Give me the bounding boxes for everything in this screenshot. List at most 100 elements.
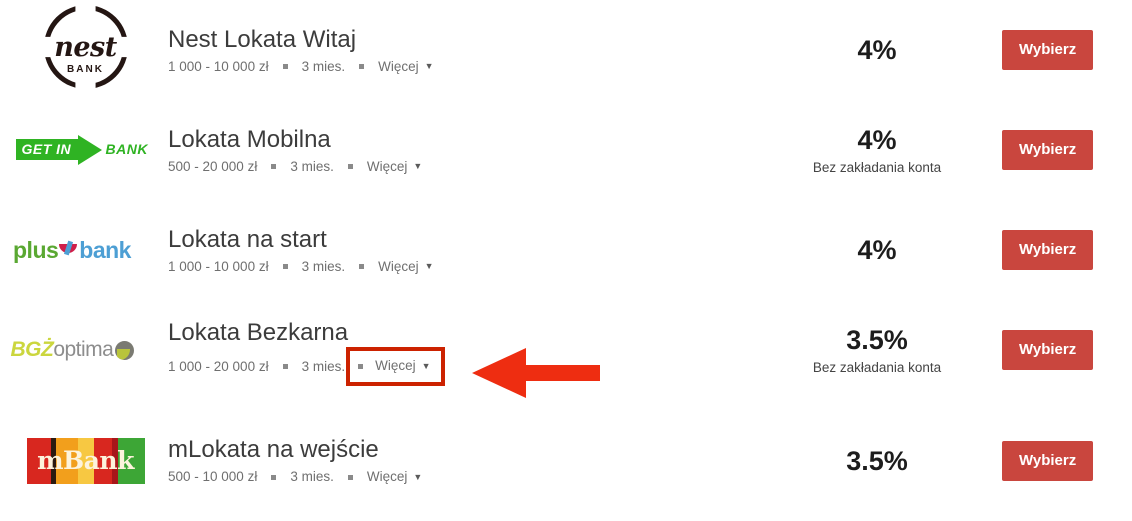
chevron-down-icon: ▼ xyxy=(424,61,434,71)
bgz-logo-word: BGŻ xyxy=(10,338,54,361)
offer-amount-range: 500 - 10 000 zł xyxy=(168,469,258,484)
mbank-stripe xyxy=(117,437,145,484)
offer-period: 3 mies. xyxy=(301,258,346,274)
more-link-label: Więcej xyxy=(366,469,408,484)
choose-button[interactable]: Wybierz xyxy=(1002,330,1094,370)
table-row: nest BANK Nest Lokata Witaj 1 000 - 10 0… xyxy=(0,0,1132,100)
offer-period: 3 mies. xyxy=(290,158,334,174)
offer-meta: 500 - 20 000 zł 3 mies. Więcej ▼ xyxy=(168,158,752,176)
offer-name: Nest Lokata Witaj xyxy=(168,25,357,53)
more-link[interactable]: Więcej ▼ xyxy=(367,158,422,176)
offer-info-cell: Lokata Mobilna 500 - 20 000 zł 3 mies. W… xyxy=(165,125,752,176)
more-link-highlighted[interactable]: Więcej ▼ xyxy=(346,347,445,386)
meta-separator-icon xyxy=(282,364,288,369)
bgz-leaf-icon xyxy=(115,340,135,360)
getin-arrow-head-icon xyxy=(77,135,102,165)
choose-button[interactable]: Wybierz xyxy=(1002,30,1094,70)
offer-name: Lokata na start xyxy=(168,225,327,253)
offer-meta: 1 000 - 20 000 zł 3 mies. Więcej ▼ xyxy=(168,347,752,386)
bank-logo-cell: nest BANK xyxy=(0,0,165,100)
more-link[interactable]: Więcej ▼ xyxy=(367,468,422,486)
more-link[interactable]: Więcej ▼ xyxy=(375,357,430,375)
offer-name: Lokata Bezkarna xyxy=(168,319,349,346)
offer-amount-range: 1 000 - 20 000 zł xyxy=(168,358,269,374)
choose-button[interactable]: Wybierz xyxy=(1002,230,1094,270)
chevron-down-icon: ▼ xyxy=(421,360,431,371)
offer-amount-range: 1 000 - 10 000 zł xyxy=(168,258,269,274)
mbank-logo-word: mBank xyxy=(37,446,134,475)
more-link-label: Więcej xyxy=(378,58,419,74)
table-row: GET IN BANK Lokata Mobilna 500 - 20 000 … xyxy=(0,100,1132,200)
meta-separator-icon xyxy=(359,64,365,69)
getin-arrow-icon xyxy=(15,139,82,160)
action-cell: Wybierz xyxy=(1002,330,1132,370)
getin-logo-word: GET IN xyxy=(21,141,72,157)
offer-info-cell: mLokata na wejście 500 - 10 000 zł 3 mie… xyxy=(165,435,752,486)
mbank-stripe xyxy=(93,437,112,484)
nest-bank-logo: nest BANK xyxy=(38,4,134,96)
interest-rate: 4% xyxy=(857,235,897,265)
rate-cell: 3.5% xyxy=(752,445,1002,477)
more-link-label: Więcej xyxy=(378,258,419,274)
meta-separator-icon xyxy=(271,474,277,480)
meta-separator-icon xyxy=(347,474,353,480)
plusbank-logo-sub: bank xyxy=(79,236,131,263)
offer-info-cell: Lokata na start 1 000 - 10 000 zł 3 mies… xyxy=(165,225,752,276)
choose-button[interactable]: Wybierz xyxy=(1002,440,1094,481)
mbank-logo: mBank xyxy=(26,437,145,484)
rate-cell: 4% xyxy=(752,34,1002,66)
bank-logo-cell: mBank xyxy=(0,411,165,511)
nest-logo-sub: BANK xyxy=(67,64,104,75)
rate-note: Bez zakładania konta xyxy=(812,359,942,375)
meta-separator-icon xyxy=(347,164,353,169)
offer-name: mLokata na wejście xyxy=(168,436,379,463)
offer-meta: 500 - 10 000 zł 3 mies. Więcej ▼ xyxy=(168,468,752,486)
more-link-label: Więcej xyxy=(366,158,408,174)
action-cell: Wybierz xyxy=(1002,130,1132,170)
chevron-down-icon: ▼ xyxy=(413,471,423,482)
rate-cell: 4% xyxy=(752,234,1002,266)
choose-button[interactable]: Wybierz xyxy=(1002,130,1094,170)
plusbank-logo-word: plus xyxy=(13,236,59,263)
offer-period: 3 mies. xyxy=(290,469,334,484)
table-row: plus bank Lokata na start 1 000 - 10 000… xyxy=(0,200,1132,300)
getin-logo-sub: BANK xyxy=(105,141,148,157)
more-link[interactable]: Więcej ▼ xyxy=(378,58,433,76)
action-cell: Wybierz xyxy=(1002,30,1132,70)
mbank-stripe xyxy=(111,437,118,484)
table-row: BGŻ optima Lokata Bezkarna 1 000 - 20 00… xyxy=(0,300,1132,400)
offer-amount-range: 500 - 20 000 zł xyxy=(168,158,258,174)
rate-cell: 4% Bez zakładania konta xyxy=(752,124,1002,177)
bgz-optima-logo: BGŻ optima xyxy=(11,337,161,363)
offer-meta: 1 000 - 10 000 zł 3 mies. Więcej ▼ xyxy=(168,58,752,76)
offer-meta: 1 000 - 10 000 zł 3 mies. Więcej ▼ xyxy=(168,258,752,276)
rate-note: Bez zakładania konta xyxy=(812,159,942,175)
rate-cell: 3.5% Bez zakładania konta xyxy=(752,324,1002,377)
getin-bank-logo: GET IN BANK xyxy=(15,135,156,165)
mbank-stripe xyxy=(26,437,51,484)
offer-period: 3 mies. xyxy=(301,58,346,74)
meta-separator-icon xyxy=(358,363,364,369)
interest-rate: 4% xyxy=(857,35,897,65)
table-row: mBank mLokata na wejście 500 - 10 000 zł… xyxy=(0,400,1132,521)
interest-rate: 3.5% xyxy=(846,324,908,355)
meta-separator-icon xyxy=(359,264,365,269)
action-cell: Wybierz xyxy=(1002,440,1132,481)
mbank-stripe xyxy=(55,437,78,484)
action-cell: Wybierz xyxy=(1002,230,1132,270)
offer-name: Lokata Mobilna xyxy=(168,125,331,153)
nest-logo-word: nest xyxy=(54,32,117,63)
offer-amount-range: 1 000 - 10 000 zł xyxy=(168,58,269,74)
plusbank-pinwheel-icon xyxy=(59,241,78,260)
meta-separator-icon xyxy=(282,264,288,269)
more-link[interactable]: Więcej ▼ xyxy=(378,258,433,276)
mbank-stripe xyxy=(77,437,94,484)
interest-rate: 3.5% xyxy=(846,445,908,476)
interest-rate: 4% xyxy=(857,124,897,155)
bank-logo-cell: GET IN BANK xyxy=(0,100,165,200)
bgz-logo-sub: optima xyxy=(53,338,114,361)
offer-info-cell: Nest Lokata Witaj 1 000 - 10 000 zł 3 mi… xyxy=(165,25,752,76)
offer-period: 3 mies. xyxy=(301,358,346,374)
more-link-label: Więcej xyxy=(375,358,416,373)
